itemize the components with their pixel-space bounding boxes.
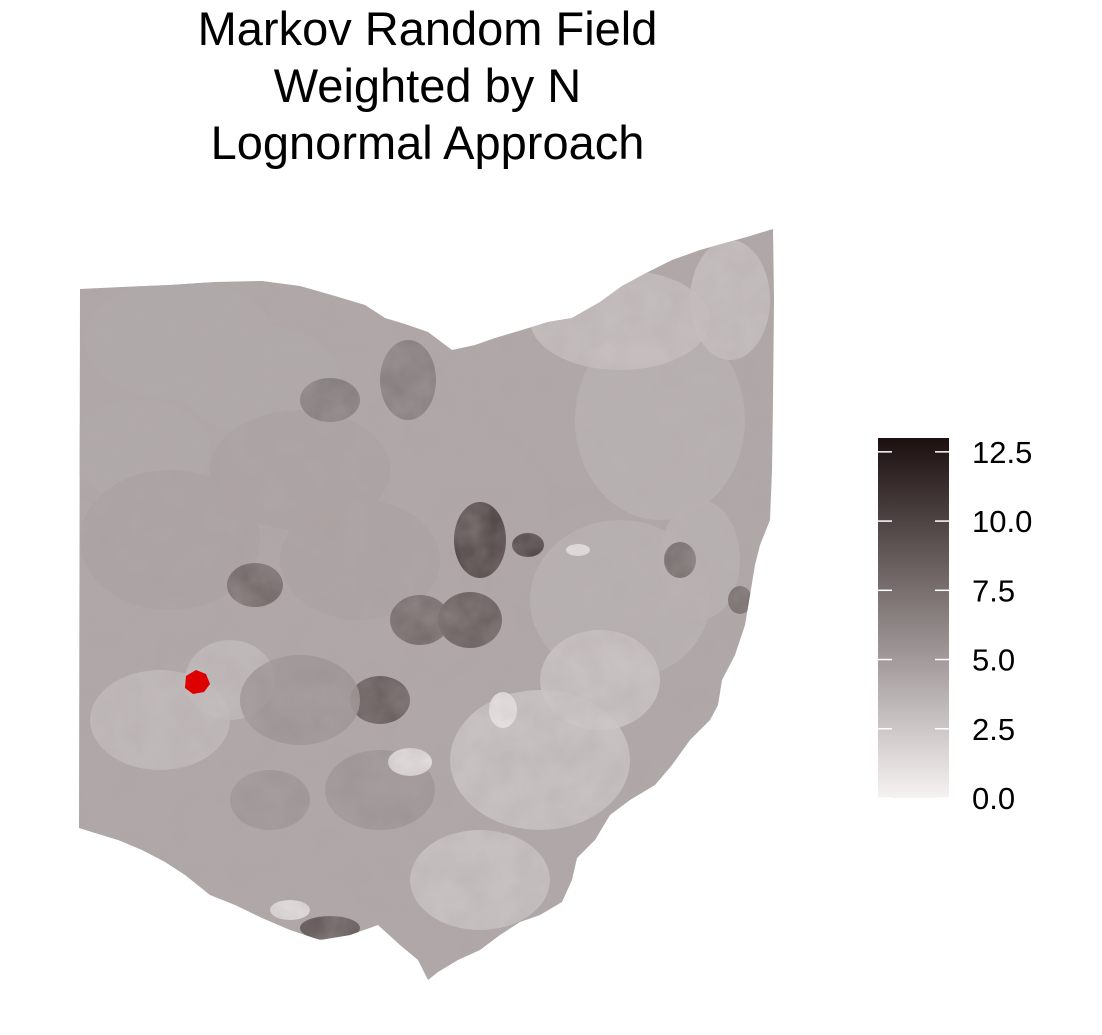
legend-colorbar <box>878 438 949 798</box>
legend-tick-label-0: 12.5 <box>972 435 1032 470</box>
legend-tick-label-5: 0.0 <box>972 781 1015 816</box>
highlighted-region[interactable] <box>185 670 210 694</box>
legend-tick-label-4: 2.5 <box>972 712 1015 747</box>
legend-ticks: 12.5 10.0 7.5 5.0 2.5 0.0 <box>878 435 1032 816</box>
ohio-state-shape <box>79 229 774 980</box>
legend-tick-label-2: 7.5 <box>972 573 1015 608</box>
title-line-1: Markov Random Field <box>197 2 658 55</box>
map-title: Markov Random Field Weighted by N Lognor… <box>0 0 855 171</box>
legend-tick-label-1: 10.0 <box>972 504 1032 539</box>
title-line-3: Lognormal Approach <box>210 116 645 169</box>
legend-tick-label-3: 5.0 <box>972 643 1015 678</box>
title-line-2: Weighted by N <box>273 59 582 112</box>
